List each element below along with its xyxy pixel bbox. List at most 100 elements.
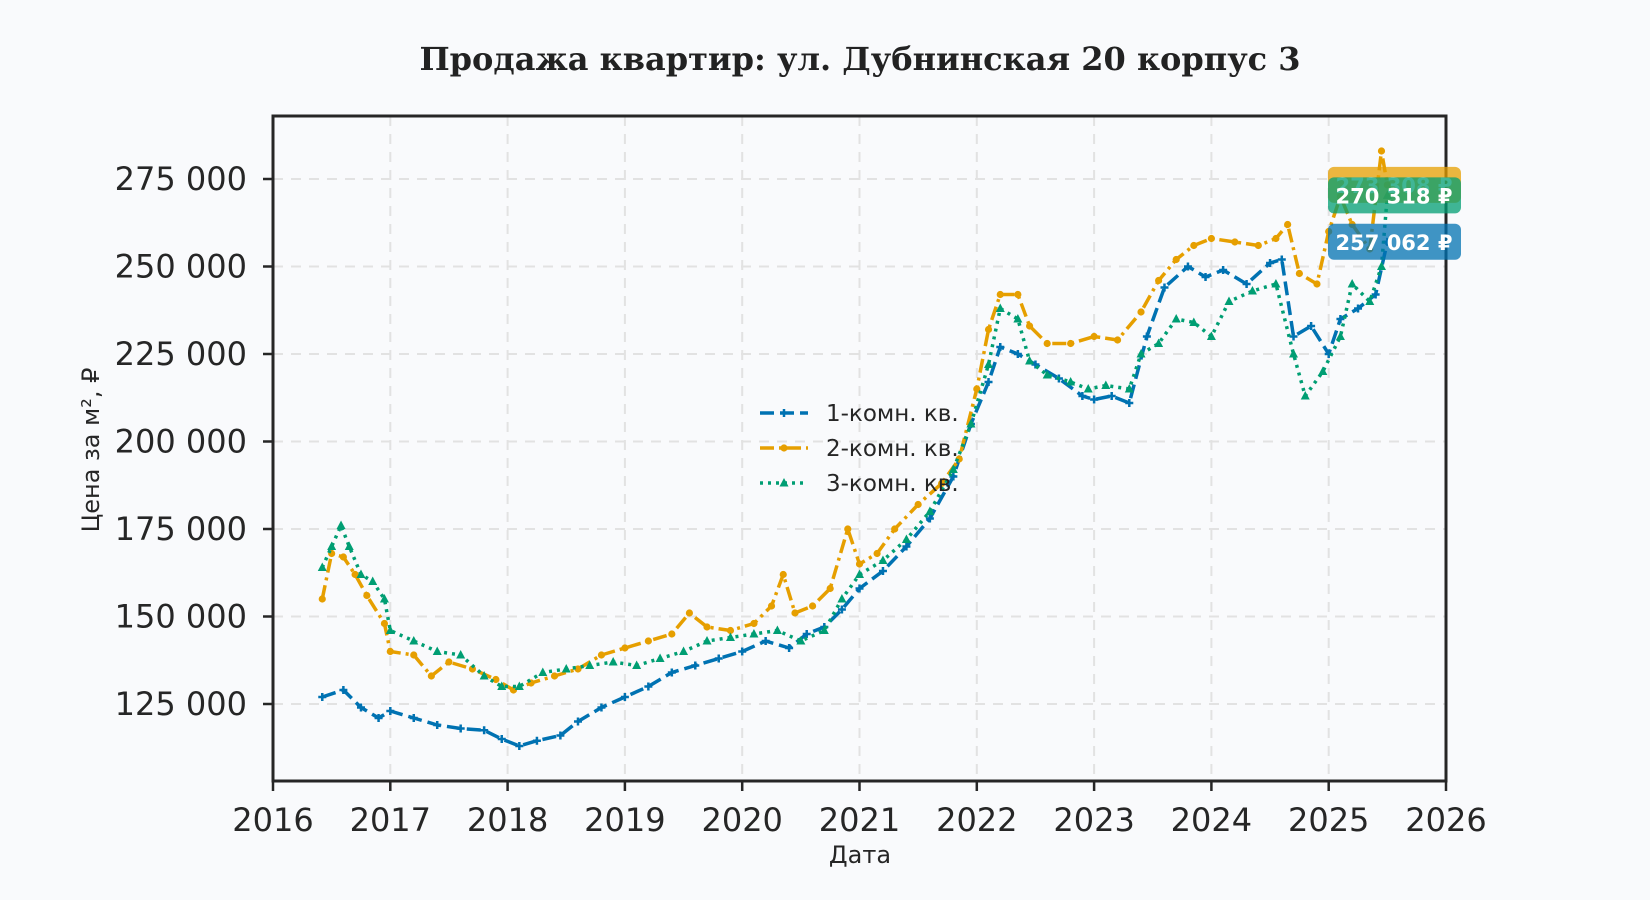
badge-label: 257 062 ₽ [1336,231,1453,255]
data-point [1172,255,1180,264]
data-point [785,644,794,652]
data-point [1190,241,1198,250]
y-tick-label: 175 000 [115,510,247,548]
data-point [585,660,595,669]
data-point [714,654,723,663]
data-point [1137,308,1145,316]
data-point [738,647,747,656]
data-point [480,726,489,735]
data-point [1043,339,1051,348]
data-point [492,675,500,684]
data-point [925,514,934,523]
data-point [1090,332,1098,341]
data-point [317,562,327,571]
legend-marker [780,444,788,452]
data-point [427,672,435,680]
legend-label: 2-комн. кв. [826,436,959,462]
data-point [1090,395,1099,404]
data-point [432,646,442,655]
data-point [873,549,881,558]
x-tick-label: 2026 [1405,801,1486,839]
data-point [1101,380,1111,389]
data-point [550,672,559,680]
chart-title: Продажа квартир: ул. Дубнинская 20 корпу… [419,40,1300,78]
data-point [386,707,395,715]
data-point [318,595,326,603]
data-point [538,667,548,676]
data-point [608,657,618,666]
y-tick-label: 200 000 [115,423,247,461]
data-point [1354,304,1363,313]
x-tick-label: 2020 [701,801,782,839]
data-point [1289,349,1299,358]
series-3 [317,190,1392,690]
data-point [1371,290,1380,299]
data-point [761,637,770,645]
data-point [1277,255,1286,264]
data-point [668,630,676,638]
data-point [802,630,811,638]
data-point [1266,259,1275,267]
data-point [1271,279,1281,288]
data-point [938,479,946,488]
data-point [878,555,888,564]
data-point [1154,338,1164,347]
data-point [386,647,394,656]
data-point [344,541,354,550]
data-point [497,735,506,743]
data-point [1083,384,1093,393]
data-point [1336,315,1345,323]
data-point [750,619,758,628]
data-point [901,534,911,543]
data-point [1113,336,1122,344]
badge-label: 270 318 ₽ [1336,184,1453,208]
legend-marker [780,409,788,417]
data-point [497,681,507,690]
data-point [808,602,817,610]
data-point [703,623,711,631]
data-point [468,665,477,673]
data-point [902,542,911,551]
data-point [1013,350,1022,358]
data-point [1025,356,1035,365]
data-point [620,693,629,701]
data-point [1224,296,1234,305]
x-tick-label: 2019 [584,801,665,839]
data-point [1066,377,1076,386]
data-point [456,724,465,733]
data-point [984,378,993,386]
x-tick-label: 2021 [819,801,900,839]
data-point [1136,349,1146,358]
data-point [984,359,994,368]
data-point [855,560,864,568]
data-point [1155,276,1163,285]
series-line [320,149,1390,692]
data-point [514,681,524,690]
data-point [1313,280,1321,288]
y-tick-label: 150 000 [115,598,247,636]
data-point [837,594,847,603]
data-point [725,632,735,641]
data-point [1254,241,1262,250]
data-point [445,658,453,666]
y-tick-label: 250 000 [115,248,247,286]
data-point [1160,283,1169,292]
data-point [726,626,735,635]
legend-item: 1-комн. кв. [760,401,959,427]
data-point [948,464,958,473]
badge-box [1328,177,1461,214]
data-point [779,570,787,579]
data-point [1365,296,1375,305]
x-tick-label: 2016 [232,801,313,839]
grid-lines [273,116,1446,781]
data-point [356,703,365,712]
data-point [966,419,976,428]
data-point [1318,366,1328,375]
data-point [1207,234,1215,243]
data-point [1014,290,1022,299]
data-point [891,525,899,533]
data-point [561,664,571,673]
legend-marker [779,478,789,487]
data-point [1231,238,1239,246]
data-point [772,625,782,634]
